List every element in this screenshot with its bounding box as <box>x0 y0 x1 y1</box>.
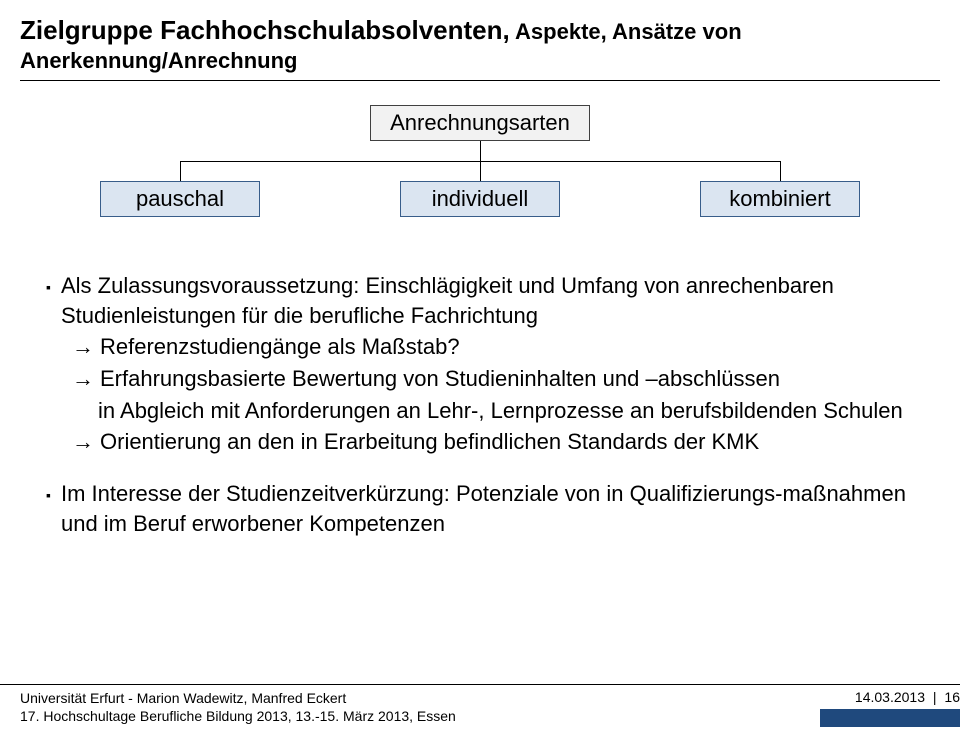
title-main: Zielgruppe Fachhochschulabsolventen, <box>20 15 510 45</box>
connector <box>780 161 781 181</box>
bullet-marker: ▪ <box>46 278 51 330</box>
bullet-1-sub2b: in Abgleich mit Anforderungen an Lehr-, … <box>98 396 940 426</box>
diagram-root: Anrechnungsarten <box>370 105 590 141</box>
bullet-2-text: Im Interesse der Studienzeitverkürzung: … <box>61 479 940 538</box>
bullet-2: ▪ Im Interesse der Studienzeitverkürzung… <box>46 479 940 538</box>
title-line2: Anerkennung/Anrechnung <box>20 47 940 75</box>
diagram-child-individuell: individuell <box>400 181 560 217</box>
footer-brand-bar <box>820 709 960 727</box>
diagram-child-pauschal: pauschal <box>100 181 260 217</box>
connector <box>180 161 181 181</box>
bullet-marker: ▪ <box>46 486 51 538</box>
bullet-1-sub3-text: Orientierung an den in Erarbeitung befin… <box>100 427 759 457</box>
arrow-icon: → <box>72 427 94 457</box>
arrow-icon: → <box>72 332 94 362</box>
bullet-list: ▪ Als Zulassungsvoraussetzung: Einschläg… <box>46 271 940 539</box>
bullet-1-sub1: → Referenzstudiengänge als Maßstab? <box>72 332 940 362</box>
diagram-child-kombiniert: kombiniert <box>700 181 860 217</box>
slide-title-block: Zielgruppe Fachhochschulabsolventen, Asp… <box>20 14 940 74</box>
footer-page: 16 <box>944 689 960 705</box>
slide-footer: Universität Erfurt - Marion Wadewitz, Ma… <box>0 684 960 736</box>
bullet-1: ▪ Als Zulassungsvoraussetzung: Einschläg… <box>46 271 940 330</box>
title-divider <box>20 80 940 81</box>
title-aspects: Aspekte, Ansätze von <box>510 19 742 44</box>
bullet-1-text: Als Zulassungsvoraussetzung: Einschlägig… <box>61 271 940 330</box>
footer-date: 14.03.2013 <box>855 689 925 705</box>
diagram: Anrechnungsarten pauschal individuell ko… <box>100 105 860 235</box>
footer-event: 17. Hochschultage Berufliche Bildung 201… <box>20 707 456 725</box>
footer-left: Universität Erfurt - Marion Wadewitz, Ma… <box>20 689 456 725</box>
bullet-1-sub1-text: Referenzstudiengänge als Maßstab? <box>100 332 460 362</box>
connector <box>480 161 481 181</box>
footer-author: Universität Erfurt - Marion Wadewitz, Ma… <box>20 689 456 707</box>
footer-right: 14.03.2013 | 16 <box>820 689 960 730</box>
bullet-1-sub2a-text: Erfahrungsbasierte Bewertung von Studien… <box>100 364 780 394</box>
connector <box>480 141 481 161</box>
arrow-icon: → <box>72 364 94 394</box>
bullet-1-sub3: → Orientierung an den in Erarbeitung bef… <box>72 427 940 457</box>
bullet-1-sub2: → Erfahrungsbasierte Bewertung von Studi… <box>72 364 940 394</box>
footer-page-sep: | <box>933 689 937 705</box>
